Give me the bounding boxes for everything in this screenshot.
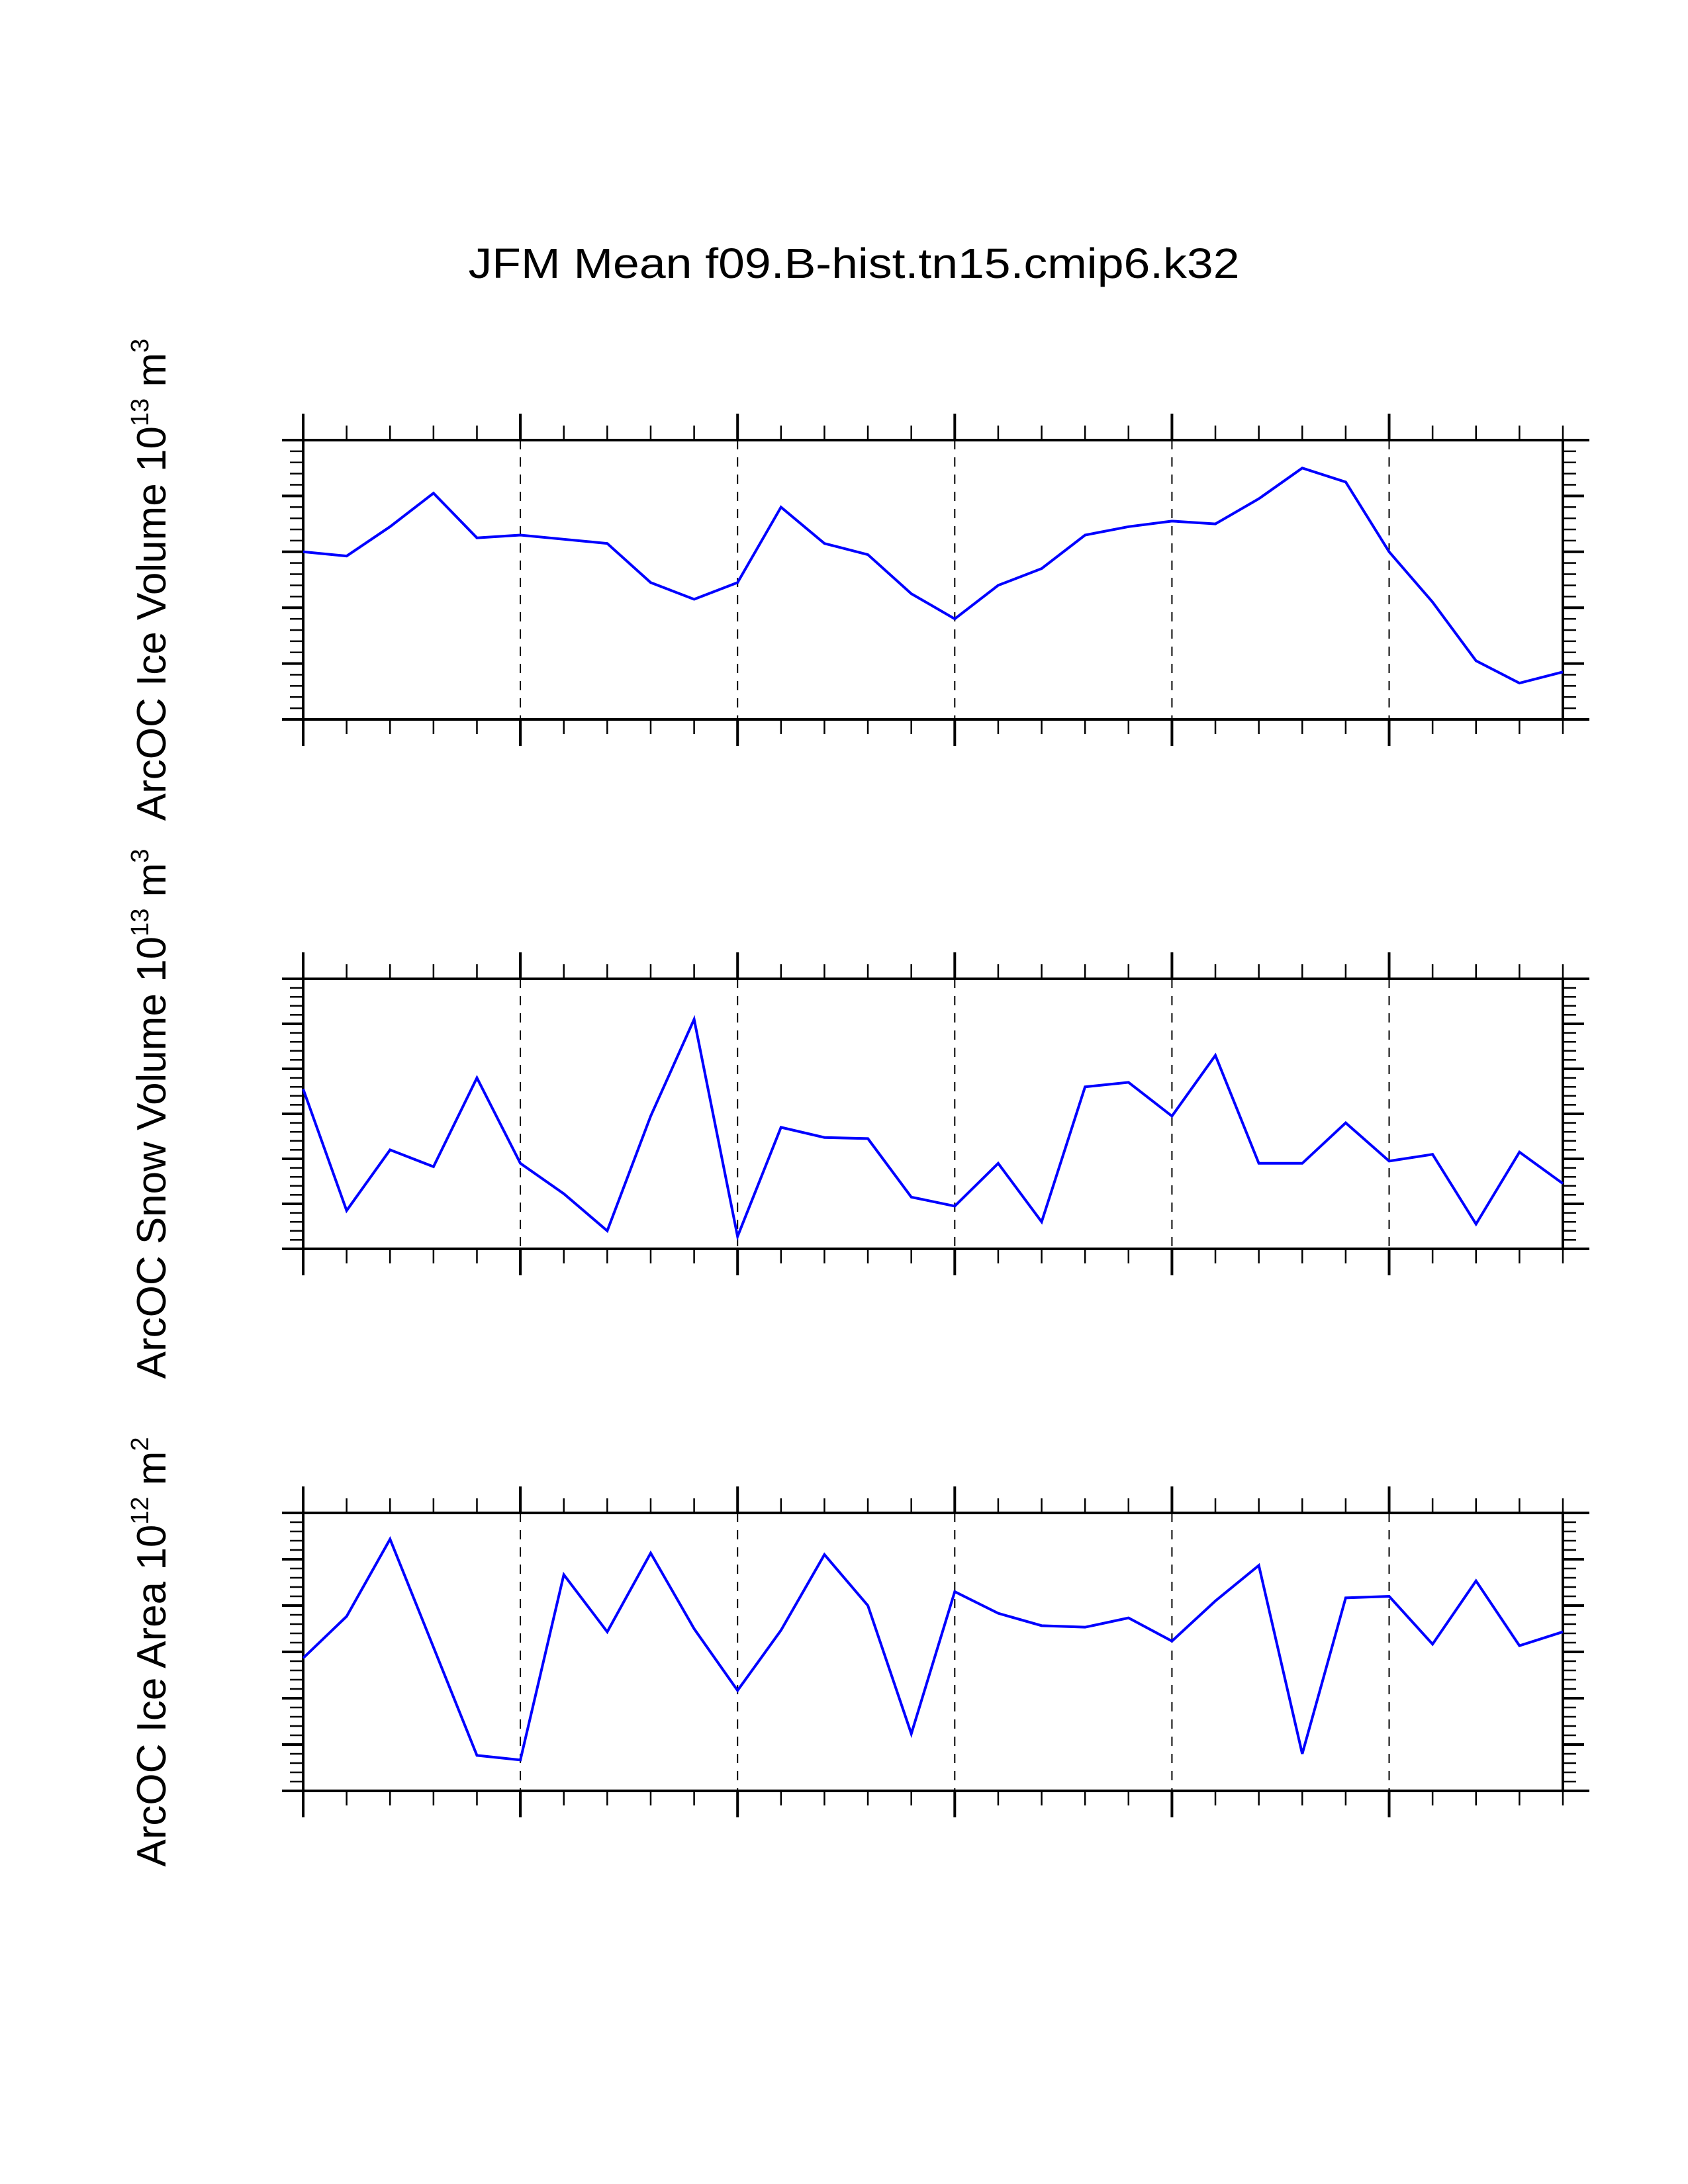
y-axis-title-exponent: 12 bbox=[126, 1496, 154, 1524]
series-line-snow-volume bbox=[302, 1015, 1564, 1242]
y-axis-title-unit-exponent: 2 bbox=[126, 1437, 154, 1451]
series-line-ice-area bbox=[302, 1536, 1564, 1762]
y-axis-title: ArcOC Ice Area 1012 m2 bbox=[126, 1437, 175, 1866]
y-axis-title-main: ArcOC Ice Area 10 bbox=[129, 1525, 175, 1867]
y-axis-title: ArcOC Ice Volume 1013 m3 bbox=[126, 339, 175, 821]
series-line-ice-volume bbox=[303, 466, 1564, 685]
panel-ice-volume: ArcOC Ice Volume 1013 m3 bbox=[126, 339, 1589, 821]
y-axis-title: ArcOC Snow Volume 1013 m3 bbox=[126, 849, 175, 1379]
y-axis-title-unit: m bbox=[129, 353, 175, 398]
panel-ice-area: ArcOC Ice Area 1012 m2 bbox=[126, 1437, 1589, 1867]
y-axis-title-main: ArcOC Snow Volume 10 bbox=[129, 936, 175, 1379]
panel-snow-volume: ArcOC Snow Volume 1013 m3 bbox=[126, 849, 1589, 1379]
y-axis-title-main: ArcOC Ice Volume 10 bbox=[129, 426, 175, 821]
y-axis-title-unit: m bbox=[129, 1451, 175, 1497]
y-axis-title-unit: m bbox=[129, 863, 175, 909]
y-axis-title-exponent: 13 bbox=[126, 398, 154, 426]
figure-title: JFM Mean f09.B-hist.tn15.cmip6.k32 bbox=[469, 240, 1240, 287]
y-axis-title-exponent: 13 bbox=[126, 909, 154, 936]
y-axis-title-unit-exponent: 3 bbox=[126, 339, 154, 353]
y-axis-title-unit-exponent: 3 bbox=[126, 849, 154, 863]
